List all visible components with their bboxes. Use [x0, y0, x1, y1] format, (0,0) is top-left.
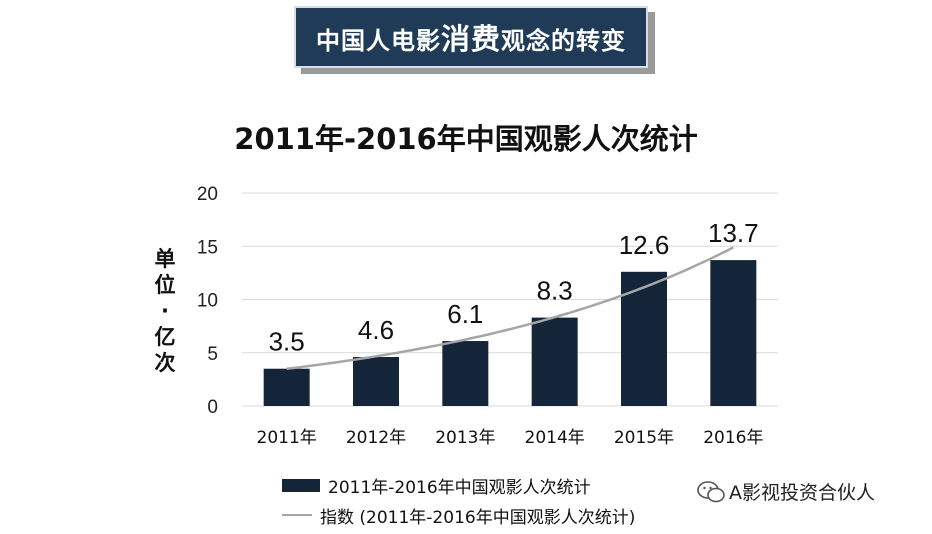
trend-line	[286, 246, 734, 371]
x-tick-label: 2011年	[257, 428, 317, 448]
bar	[263, 368, 310, 406]
data-label: 8.3	[537, 276, 573, 306]
legend-line-swatch	[282, 514, 312, 516]
bar	[621, 271, 667, 406]
legend-item-bars: 2011年-2016年中国观影人次统计	[282, 470, 635, 500]
bar	[442, 341, 489, 406]
data-label: 6.1	[447, 299, 483, 329]
x-tick-label: 2013年	[435, 428, 495, 448]
data-label: 12.6	[619, 230, 670, 260]
banner-suffix: 观念的转变	[501, 27, 626, 55]
legend-label-bars: 2011年-2016年中国观影人次统计	[328, 477, 591, 498]
legend: 2011年-2016年中国观影人次统计 指数 (2011年-2016年中国观影人…	[282, 470, 635, 530]
y-axis-label-char: 位	[154, 273, 176, 297]
legend-item-trend: 指数 (2011年-2016年中国观影人次统计)	[282, 500, 635, 530]
banner-emphasis: 消费	[440, 22, 501, 56]
y-tick-label: 5	[207, 344, 218, 365]
banner-prefix: 中国人电影	[315, 27, 441, 55]
banner-title: 中国人电影消费观念的转变	[316, 16, 626, 58]
legend-bar-swatch	[282, 478, 320, 492]
watermark-text: A影视投资合伙人	[729, 482, 875, 504]
y-tick-label: 20	[197, 184, 218, 205]
y-tick-label: 0	[207, 397, 218, 418]
data-label: 3.5	[269, 327, 305, 357]
bar	[531, 317, 578, 406]
data-label: 13.7	[708, 218, 759, 248]
x-tick-label: 2016年	[703, 428, 763, 448]
y-tick-label: 10	[197, 291, 218, 312]
y-axis-label-char: 单	[154, 247, 176, 271]
y-axis-label: 单 位 · 亿 次	[150, 246, 180, 376]
y-axis-label-char: 次	[154, 351, 176, 375]
y-axis-label-char: ·	[161, 299, 169, 323]
bar	[710, 260, 757, 406]
x-tick-label: 2015年	[614, 428, 674, 448]
wechat-icon	[697, 480, 725, 502]
title-banner: 中国人电影消费观念的转变	[294, 6, 648, 68]
chart-title: 2011年-2016年中国观影人次统计	[234, 122, 698, 156]
y-axis-label-char: 亿	[154, 325, 176, 349]
legend-label-trend: 指数 (2011年-2016年中国观影人次统计)	[320, 507, 636, 528]
data-label: 4.6	[358, 315, 394, 345]
watermark: A影视投资合伙人	[697, 478, 875, 505]
x-tick-label: 2012年	[346, 428, 406, 448]
bar	[353, 357, 399, 406]
x-tick-label: 2014年	[525, 428, 585, 448]
y-tick-label: 15	[197, 237, 218, 258]
